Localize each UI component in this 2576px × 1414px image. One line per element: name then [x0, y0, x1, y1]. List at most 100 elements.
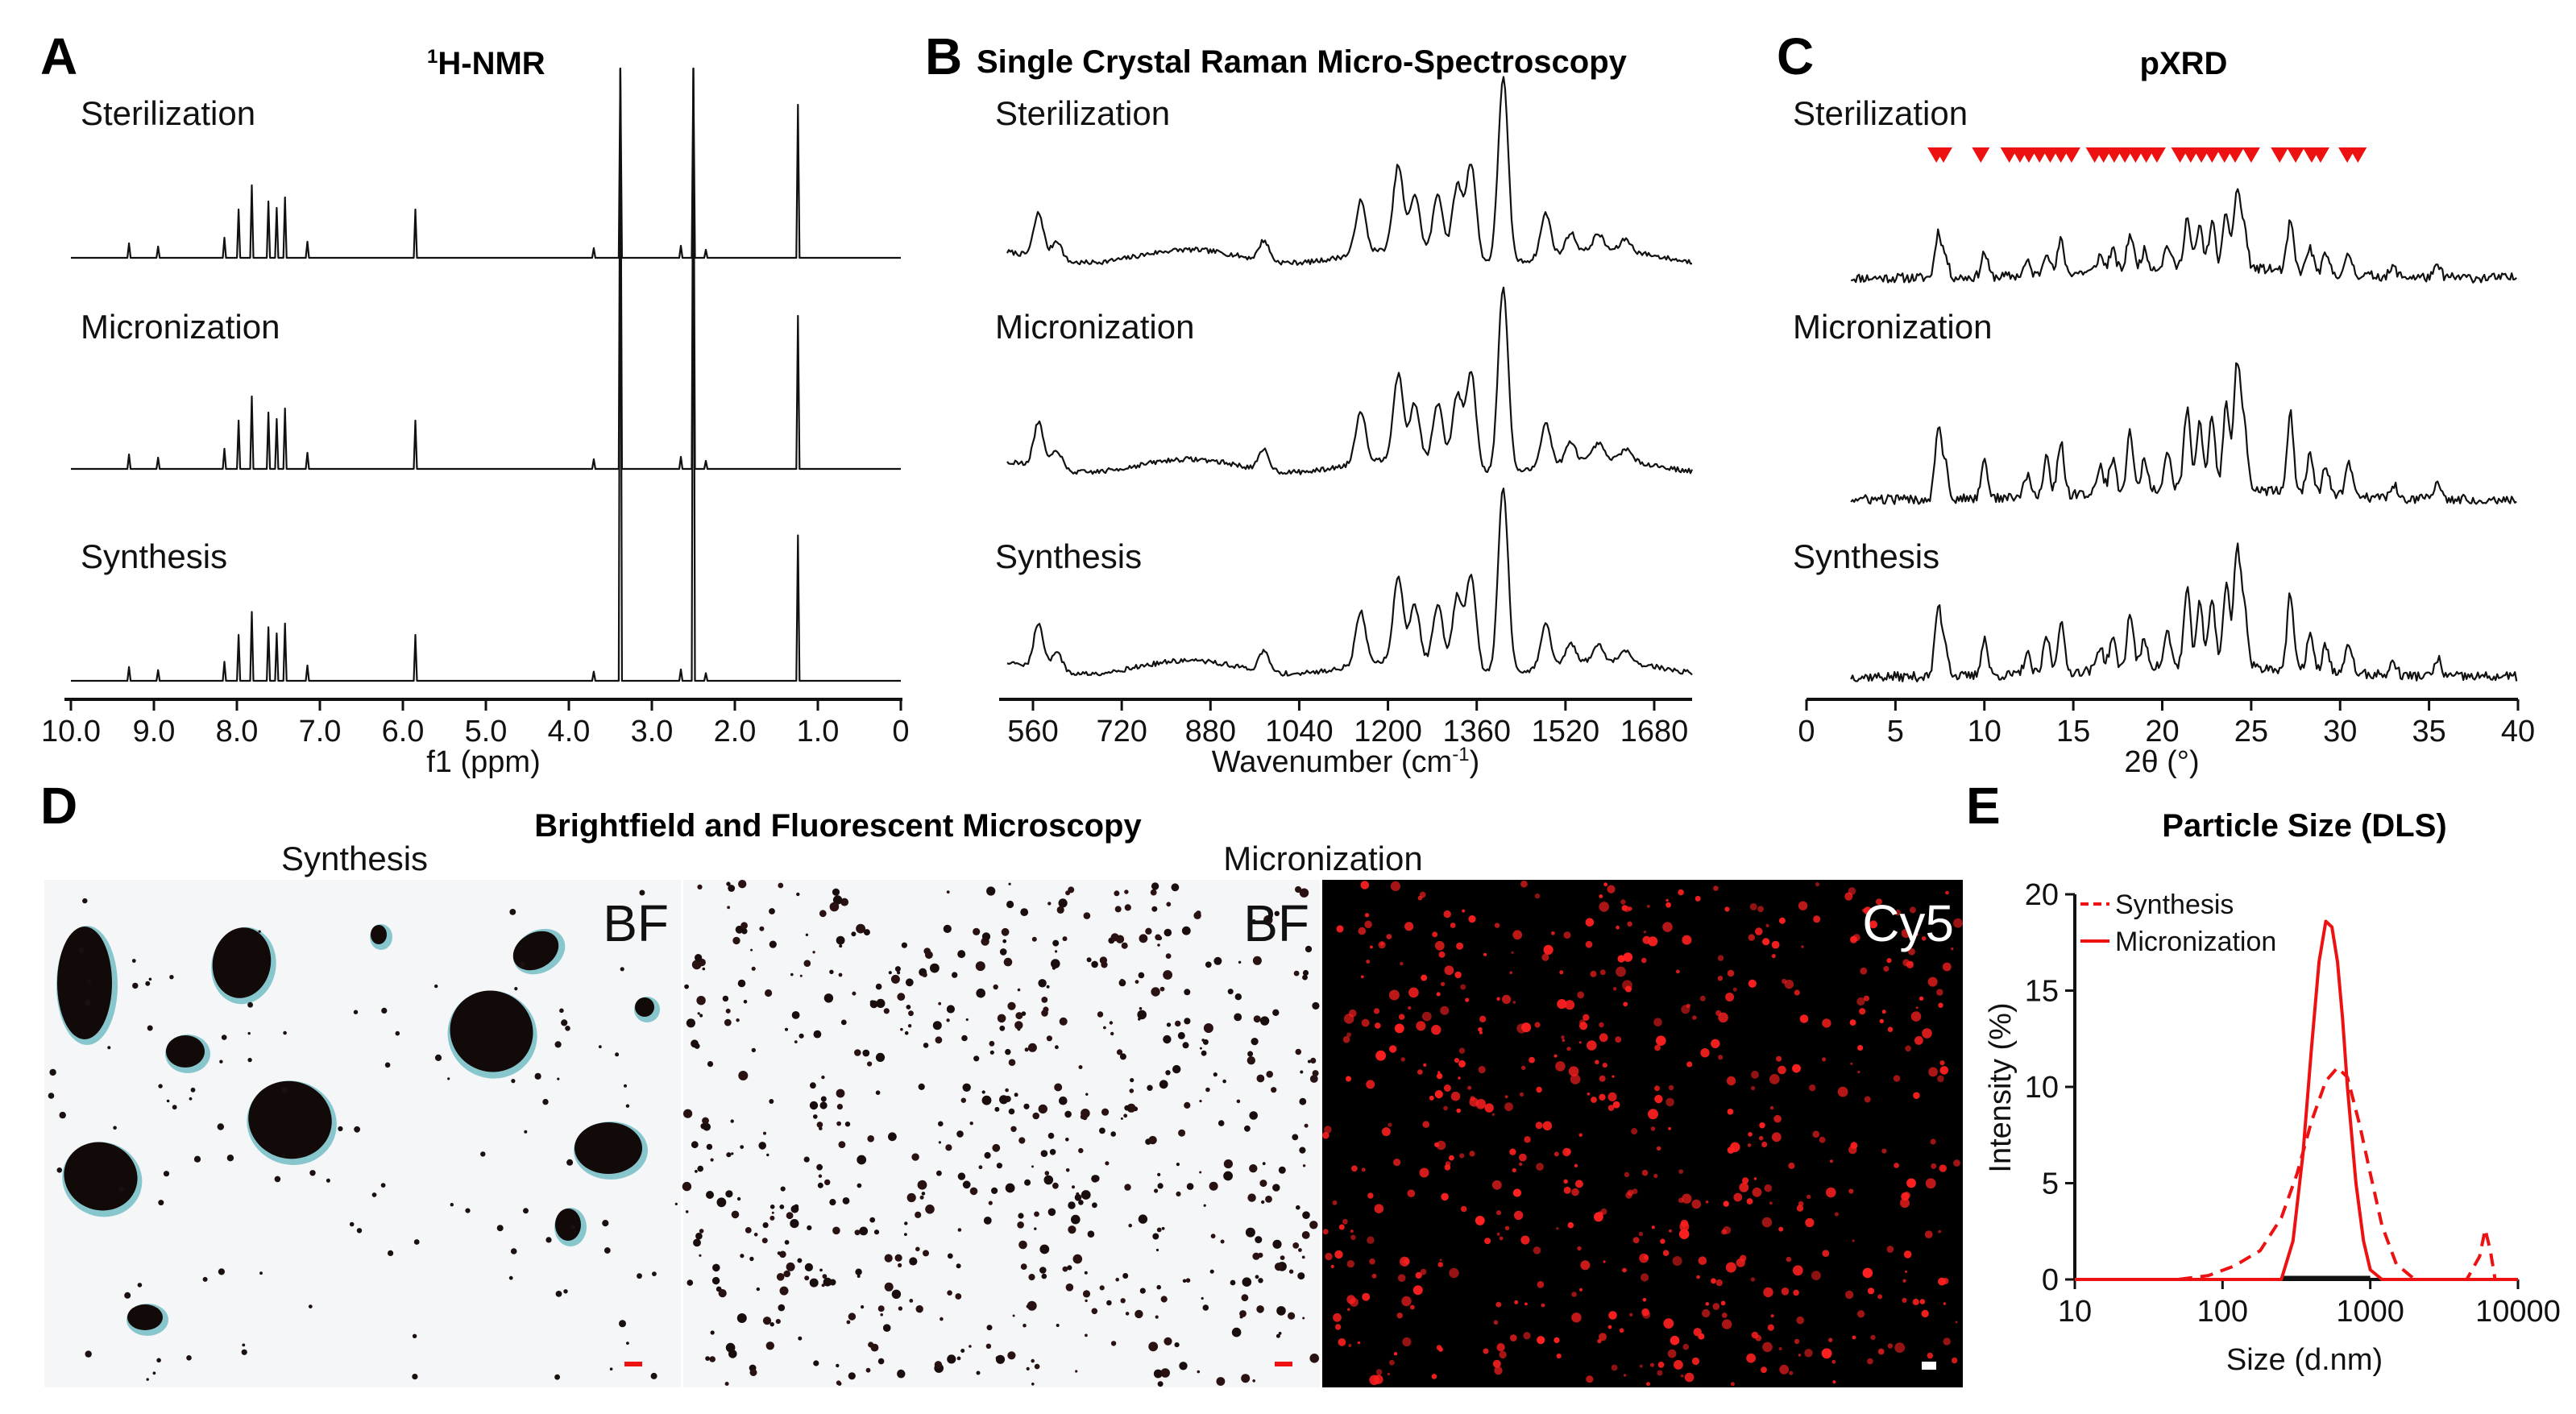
fluorescent-particle [1599, 902, 1609, 912]
micro-particle [1272, 1239, 1282, 1249]
fluorescent-particle [1443, 1105, 1448, 1111]
micro-particle [1304, 1123, 1309, 1128]
fluorescent-particle [1674, 1360, 1683, 1370]
micro-particle [1288, 1312, 1296, 1320]
micro-particle [1252, 1252, 1260, 1260]
fluorescent-particle [1759, 1122, 1765, 1129]
micro-particle [753, 1233, 758, 1237]
fluorescent-particle [1438, 951, 1446, 958]
micro-particle [695, 1232, 703, 1240]
micro-particle [1299, 888, 1309, 898]
fluorescent-particle [1364, 913, 1370, 918]
fluorescent-particle [1951, 1357, 1958, 1364]
small-particle [395, 1030, 400, 1036]
fluorescent-particle [1556, 1227, 1559, 1230]
synthesis-bf-background [44, 880, 681, 1387]
fluorescent-particle [1578, 1041, 1582, 1044]
micro-particle [1139, 934, 1148, 943]
micro-particle [809, 1101, 819, 1110]
micro-particle [738, 1071, 749, 1080]
micro-particle [1005, 1183, 1015, 1193]
fluorescent-particle [1408, 987, 1419, 998]
micro-particle [829, 969, 834, 975]
micro-particle [1197, 1370, 1201, 1374]
pxrd-label-micronization: Micronization [1793, 308, 1992, 346]
small-particle [381, 1007, 388, 1014]
fluorescent-particle [1321, 1131, 1329, 1139]
micro-particle [1164, 928, 1172, 937]
dls-y-tick-label: 20 [2025, 878, 2059, 912]
fluorescent-particle [1856, 997, 1865, 1006]
fluorescent-particle [1927, 1352, 1934, 1359]
micro-particle [1147, 1084, 1153, 1091]
fluorescent-particle [1653, 1173, 1658, 1179]
micro-particle [1251, 1038, 1259, 1046]
fluorescent-particle [1715, 1279, 1723, 1287]
micro-particle [1075, 1370, 1078, 1373]
micro-particle [1165, 1070, 1171, 1076]
micro-particle [1177, 1031, 1185, 1039]
micro-particle [875, 983, 882, 990]
micro-particle [1008, 882, 1011, 885]
fluorescent-particle [1608, 1311, 1617, 1320]
fluorescent-particle [1431, 1025, 1441, 1035]
fluorescent-particle [1346, 1032, 1351, 1038]
micro-particle [1148, 1135, 1157, 1145]
pxrd-tick-label: 25 [2234, 715, 2268, 748]
micro-particle [786, 1262, 795, 1271]
fluorescent-particle [1366, 960, 1371, 964]
micro-particle [836, 1121, 841, 1126]
micro-particle [1271, 1087, 1277, 1093]
micro-particle [993, 984, 998, 990]
fluorescent-particle [1852, 1335, 1856, 1340]
crystal [166, 1035, 205, 1068]
micro-particle [726, 1152, 732, 1158]
small-particle [626, 1341, 629, 1345]
fluorescent-particle [1565, 1000, 1575, 1010]
fluorescent-particle [1676, 969, 1680, 974]
fluorescent-particle [1612, 1075, 1615, 1078]
micro-particle [1174, 1342, 1180, 1348]
raman-label-synthesis: Synthesis [995, 537, 1142, 575]
fluorescent-particle [1748, 934, 1755, 941]
micro-particle [686, 1018, 696, 1028]
nmr-tick-label: 7.0 [299, 715, 342, 748]
small-particle [242, 1343, 246, 1347]
cy5-particles [1321, 880, 1963, 1387]
micro-particle [832, 1226, 840, 1235]
fluorescent-particle [1912, 1298, 1919, 1306]
nmr-label-sterilization: Sterilization [81, 94, 255, 132]
micro-particle [763, 1131, 766, 1135]
pxrd-trace [1850, 188, 2517, 284]
micro-particle [738, 880, 747, 889]
fluorescent-particle [1938, 1002, 1943, 1008]
fluorescent-particle [1627, 921, 1632, 927]
small-particle [413, 1239, 420, 1245]
micro-particle [838, 1141, 846, 1148]
micro-particle [1258, 1278, 1263, 1283]
fluorescent-particle [1478, 1066, 1486, 1074]
fluorescent-particle [1921, 936, 1927, 941]
micro-particle [1241, 1374, 1251, 1383]
fluorescent-particle [1467, 1085, 1472, 1090]
fluorescent-particle [1668, 1126, 1672, 1130]
fluorescent-particle [1456, 942, 1464, 950]
fluorescent-particle [1388, 989, 1400, 1001]
micro-particle [1299, 1097, 1307, 1105]
micro-particle [697, 884, 703, 889]
fluorescent-particle [1665, 1097, 1674, 1107]
fluorescent-particle [1400, 1057, 1405, 1062]
micro-particle [1274, 1263, 1284, 1271]
fluorescent-particle [1571, 1312, 1582, 1323]
micro-particle [1123, 1113, 1128, 1118]
micro-particle [989, 1040, 995, 1047]
micro-particle [1124, 889, 1129, 894]
small-particle [163, 1171, 170, 1177]
fluorescent-particle [1822, 1018, 1831, 1028]
micro-particle [991, 1187, 998, 1194]
fluorescent-particle [1763, 1287, 1773, 1298]
micro-particle [1092, 1202, 1097, 1209]
micro-particle [727, 906, 730, 910]
micro-particle [1072, 1185, 1075, 1189]
fluorescent-particle [1721, 1312, 1728, 1318]
